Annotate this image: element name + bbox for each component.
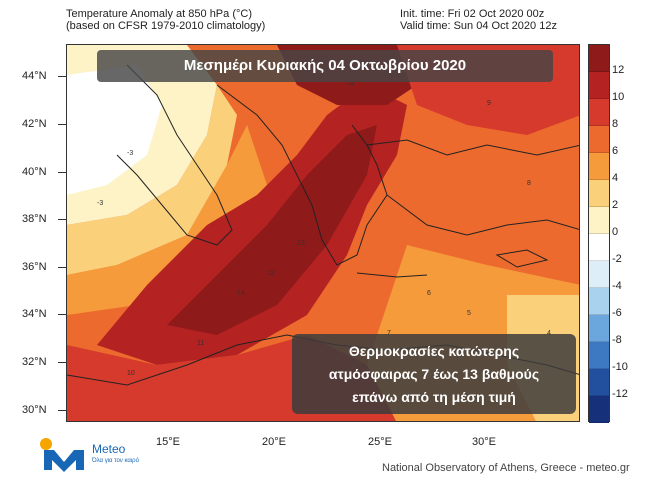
field-mild-west (67, 85, 237, 275)
coast-cyprus (495, 249, 549, 268)
colorbar-label: 12 (612, 64, 625, 76)
footer-credit: National Observatory of Athens, Greece -… (382, 462, 630, 474)
forecast-times: Init. time: Fri 02 Oct 2020 00z Valid ti… (400, 8, 557, 32)
meteo-logo (40, 438, 84, 472)
colorbar-segment (589, 99, 609, 126)
colorbar-label: 4 (612, 172, 619, 184)
lat-label-32: 32°N (22, 356, 66, 368)
colorbar-segment (589, 261, 609, 288)
logo-tagline: Όλα για τον καιρό (92, 458, 139, 464)
colorbar (588, 44, 610, 423)
coast-greece (216, 84, 388, 266)
coast-turkey-north (366, 139, 579, 156)
colorbar-segment (589, 126, 609, 153)
lat-label-34: 34°N (22, 308, 66, 320)
header-climatology: (based on CFSR 1979-2010 climatology) (66, 20, 266, 32)
grid-values: -3 -3 12 13 14 12 9 8 5 6 4 11 10 7 (97, 80, 551, 377)
colorbar-segment (589, 180, 609, 207)
lat-label-30: 30°N (22, 404, 66, 416)
valid-time: Valid time: Sun 04 Oct 2020 12z (400, 20, 557, 32)
lat-label-44: 44°N (22, 70, 66, 82)
colorbar-segment (589, 342, 609, 369)
title-banner: Μεσημέρι Κυριακής 04 Οκτωβρίου 2020 (97, 50, 553, 82)
grid-value: 8 (527, 180, 531, 187)
colorbar-label: -12 (612, 388, 628, 400)
colorbar-label: -2 (612, 253, 622, 265)
colorbar-label: 8 (612, 118, 619, 130)
info-line-1: Θερμοκρασίες κατώτερης (348, 343, 520, 359)
grid-value: 10 (127, 370, 135, 377)
init-time: Init. time: Fri 02 Oct 2020 00z (400, 8, 545, 20)
lat-label-38: 38°N (22, 213, 66, 225)
lon-label-30: 30°E (472, 436, 496, 448)
colorbar-segment (589, 72, 609, 99)
grid-value: 12 (267, 270, 275, 277)
info-line-2: ατμόσφαιρας 7 έως 13 βαθμούς (328, 366, 540, 382)
info-banner: Θερμοκρασίες κατώτερης ατμόσφαιρας 7 έως… (292, 334, 576, 414)
colorbar-label: 0 (612, 226, 619, 238)
logo-name: Meteo (92, 442, 126, 456)
colorbar-segment (589, 396, 609, 423)
coast-turkey-south (386, 194, 579, 236)
grid-value: 7 (387, 330, 391, 337)
grid-value: -3 (127, 150, 133, 157)
grid-value: 6 (427, 290, 431, 297)
colorbar-segment (589, 315, 609, 342)
coast-crete (356, 272, 428, 278)
coast-italy (116, 64, 233, 246)
grid-value: 14 (237, 290, 245, 297)
colorbar-segment (589, 288, 609, 315)
grid-value: 9 (487, 100, 491, 107)
sun-icon (40, 438, 52, 450)
colorbar-label: 10 (612, 91, 625, 103)
colorbar-label: 2 (612, 199, 619, 211)
colorbar-segment (589, 153, 609, 180)
colorbar-segment (589, 45, 609, 72)
colorbar-segment (589, 234, 609, 261)
colorbar-label: -4 (612, 280, 622, 292)
header-title: Temperature Anomaly at 850 hPa (°C) (66, 8, 252, 20)
grid-value: 5 (467, 310, 471, 317)
grid-value: 4 (547, 330, 551, 337)
colorbar-label: -10 (612, 361, 628, 373)
field-neutral-west (67, 65, 162, 195)
colorbar-label: -8 (612, 334, 622, 346)
colorbar-label: 6 (612, 145, 619, 157)
grid-value: 12 (347, 80, 355, 87)
lon-label-25: 25°E (368, 436, 392, 448)
lat-label-40: 40°N (22, 166, 66, 178)
colorbar-label: -6 (612, 307, 622, 319)
map-subtitle: Temperature Anomaly at 850 hPa (°C) (bas… (66, 8, 265, 32)
logo-m-icon (44, 450, 84, 472)
info-line-3: επάνω από τη μέση τιμή (352, 389, 516, 405)
lon-label-15: 15°E (156, 436, 180, 448)
lat-label-36: 36°N (22, 261, 66, 273)
grid-value: 13 (297, 240, 305, 247)
field-max-core (167, 125, 377, 335)
grid-value: 11 (197, 340, 204, 347)
lon-label-20: 20°E (262, 436, 286, 448)
lat-label-42: 42°N (22, 118, 66, 130)
colorbar-segment (589, 369, 609, 396)
grid-value: -3 (97, 200, 103, 207)
colorbar-segment (589, 207, 609, 234)
